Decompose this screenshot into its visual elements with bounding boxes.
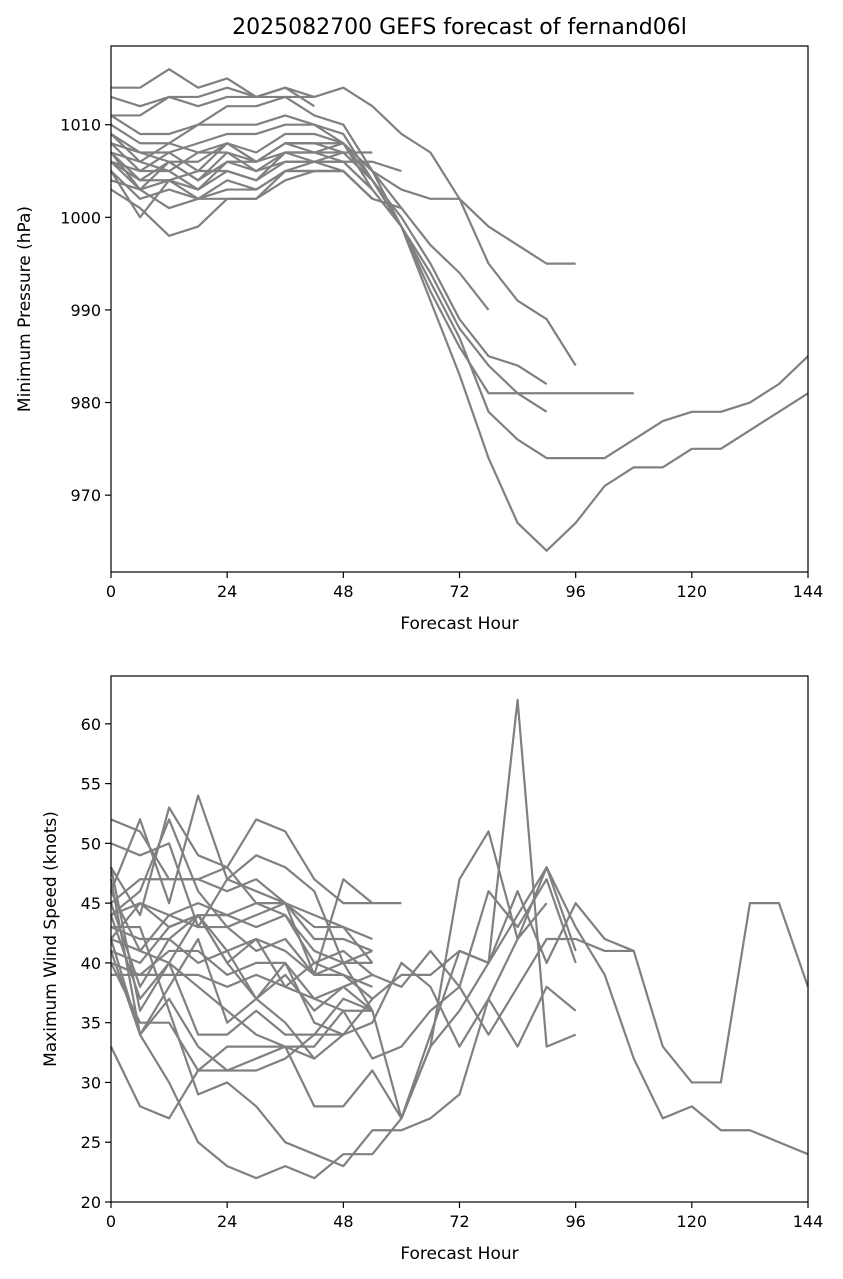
pressure-series-line-2 (110, 86, 577, 367)
wind-y-tick-label: 25 (81, 1133, 101, 1152)
wind-y-tick-label: 20 (81, 1193, 101, 1212)
pressure-x-axis-label: Forecast Hour (400, 614, 518, 634)
pressure-y-tick-label: 980 (70, 394, 101, 413)
wind-series-line-14 (109, 902, 344, 1036)
pressure-x-tick-label: 144 (793, 582, 824, 601)
pressure-x-tick-label: 48 (333, 582, 353, 601)
pressure-chart: 0 24 48 72 96 120 144 970 980 990 1000 1010 Forecas… (15, 45, 823, 634)
wind-x-tick-label: 144 (793, 1212, 824, 1231)
wind-x-tick-label: 120 (677, 1212, 708, 1231)
pressure-x-tick-label: 96 (565, 582, 585, 601)
wind-x-tick-label: 96 (565, 1212, 585, 1231)
wind-series-line-21 (110, 830, 548, 1120)
pressure-series-line-10 (110, 142, 490, 311)
pressure-series-group (110, 68, 809, 552)
wind-series-line-15 (109, 867, 634, 1036)
pressure-plot-frame (110, 45, 809, 573)
wind-series-line-20 (109, 698, 577, 1180)
wind-series-line-8 (110, 902, 374, 976)
pressure-series-line-3 (111, 86, 315, 117)
pressure-y-tick-label: 970 (70, 486, 101, 505)
wind-y-tick-label: 55 (81, 775, 101, 794)
wind-y-axis-label: Maximum Wind Speed (knots) (41, 811, 61, 1067)
pressure-series-line-15 (110, 160, 374, 191)
wind-x-tick-label: 0 (106, 1212, 116, 1231)
pressure-y-tick-label: 1000 (60, 208, 101, 227)
wind-x-tick-label: 48 (333, 1212, 353, 1231)
wind-series-line-5 (110, 878, 373, 941)
wind-series-line-19 (111, 925, 577, 1168)
chart-title: 2025082700 GEFS forecast of fernand06l (232, 15, 687, 40)
wind-ticks-group: 0 24 48 72 96 120 144 20 25 30 35 40 45 50 55 60 (81, 715, 824, 1231)
pressure-x-tick-label: 72 (449, 582, 469, 601)
pressure-series-line-19 (110, 169, 344, 237)
wind-series-line-10 (110, 913, 373, 988)
wind-series-line-23 (110, 878, 577, 1060)
pressure-y-axis-label: Minimum Pressure (hPa) (15, 206, 35, 412)
wind-series-group (109, 698, 810, 1180)
wind-y-tick-label: 60 (81, 715, 101, 734)
wind-plot-frame (110, 675, 809, 1203)
wind-series-line-22 (110, 1045, 315, 1120)
wind-series-line-11 (110, 913, 374, 1000)
pressure-x-tick-label: 0 (106, 582, 116, 601)
pressure-series-line-7 (110, 132, 548, 385)
pressure-ticks-group: 0 24 48 72 96 120 144 970 980 990 1000 1010 (60, 116, 823, 601)
pressure-x-tick-label: 120 (677, 582, 708, 601)
wind-series-line-1 (110, 818, 402, 905)
pressure-y-tick-label: 1010 (60, 116, 101, 135)
pressure-series-line-5 (110, 114, 809, 552)
wind-x-tick-label: 72 (449, 1212, 469, 1231)
wind-y-tick-label: 35 (81, 1014, 101, 1033)
wind-y-tick-label: 30 (81, 1073, 101, 1092)
wind-chart: 0 24 48 72 96 120 144 20 25 30 35 40 45 50 55 60 Foreca… (41, 675, 824, 1264)
wind-y-tick-label: 45 (81, 894, 101, 913)
pressure-series-line-6 (110, 123, 809, 460)
wind-x-tick-label: 24 (217, 1212, 237, 1231)
pressure-y-tick-label: 990 (70, 301, 101, 320)
wind-y-tick-label: 40 (81, 954, 101, 973)
pressure-x-tick-label: 24 (217, 582, 237, 601)
pressure-series-line-16 (110, 160, 374, 200)
wind-x-axis-label: Forecast Hour (400, 1244, 518, 1264)
pressure-series-line-13 (110, 151, 374, 191)
wind-y-tick-label: 50 (81, 834, 101, 853)
